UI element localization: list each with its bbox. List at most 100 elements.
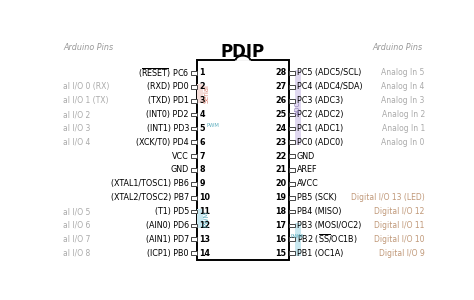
Bar <box>295 223 301 256</box>
Bar <box>197 209 203 228</box>
Text: Digital I/O 12: Digital I/O 12 <box>374 207 425 216</box>
Bar <box>289 224 295 227</box>
Text: (AIN1) PD7: (AIN1) PD7 <box>146 235 189 244</box>
Bar <box>289 154 295 158</box>
Text: (XTAL1/TOSC1) PB6: (XTAL1/TOSC1) PB6 <box>111 179 189 188</box>
Text: ADC: ADC <box>295 100 301 115</box>
Text: 2: 2 <box>200 82 205 91</box>
Text: al I/O 5: al I/O 5 <box>63 207 91 216</box>
Text: 24: 24 <box>275 124 286 133</box>
Text: Analog In 1: Analog In 1 <box>382 124 425 133</box>
Text: AVCC: AVCC <box>297 179 319 188</box>
Text: PWM: PWM <box>206 123 219 128</box>
Bar <box>289 168 295 172</box>
Bar <box>289 182 295 186</box>
Text: PC4 (ADC4/SDA): PC4 (ADC4/SDA) <box>297 82 363 91</box>
Bar <box>289 210 295 213</box>
Text: (INT0) PD2: (INT0) PD2 <box>146 110 189 119</box>
Text: GND: GND <box>171 166 189 175</box>
Bar <box>191 196 197 200</box>
Bar <box>191 224 197 227</box>
Text: (TXD) PD1: (TXD) PD1 <box>148 96 189 105</box>
Text: PB2 ($\overline{\rm SS}$/OC1B): PB2 ($\overline{\rm SS}$/OC1B) <box>297 232 358 246</box>
Text: 25: 25 <box>275 110 286 119</box>
Bar <box>191 99 197 103</box>
Text: PC1 (ADC1): PC1 (ADC1) <box>297 124 343 133</box>
Text: $(\overline{\rm RESET})$ PC6: $(\overline{\rm RESET})$ PC6 <box>137 66 189 80</box>
Text: Arduino Pins: Arduino Pins <box>373 43 423 52</box>
Bar <box>191 168 197 172</box>
Bar <box>295 70 301 145</box>
Text: 23: 23 <box>275 138 286 147</box>
Bar <box>191 210 197 213</box>
Bar <box>197 60 289 260</box>
Text: PDIP: PDIP <box>221 43 265 61</box>
Text: PC2 (ADC2): PC2 (ADC2) <box>297 110 344 119</box>
Text: Digital I/O 13 (LED): Digital I/O 13 (LED) <box>351 193 425 202</box>
Text: 1: 1 <box>200 68 205 77</box>
Text: Digital I/O 10: Digital I/O 10 <box>374 235 425 244</box>
Bar <box>191 71 197 75</box>
Text: 18: 18 <box>275 207 286 216</box>
Bar <box>289 85 295 89</box>
Text: 14: 14 <box>200 249 210 258</box>
Text: Arduino Pins: Arduino Pins <box>63 43 113 52</box>
Text: 15: 15 <box>275 249 286 258</box>
Text: PB3 (MOSI/OC2): PB3 (MOSI/OC2) <box>297 221 361 230</box>
Text: PWM: PWM <box>204 210 210 226</box>
Text: (T1) PD5: (T1) PD5 <box>155 207 189 216</box>
Text: 16: 16 <box>275 235 286 244</box>
Text: PC5 (ADC5/SCL): PC5 (ADC5/SCL) <box>297 68 361 77</box>
Text: 17: 17 <box>275 221 286 230</box>
Text: 20: 20 <box>275 179 286 188</box>
Bar <box>289 251 295 255</box>
Text: al I/O 4: al I/O 4 <box>63 138 91 147</box>
Text: (AIN0) PD6: (AIN0) PD6 <box>146 221 189 230</box>
Bar <box>289 113 295 116</box>
Text: 4: 4 <box>200 110 205 119</box>
Text: al I/O 0 (RX): al I/O 0 (RX) <box>63 82 109 91</box>
Text: 9: 9 <box>200 179 205 188</box>
Text: 19: 19 <box>275 193 286 202</box>
Text: 27: 27 <box>275 82 286 91</box>
Bar <box>191 85 197 89</box>
Text: (ICP1) PB0: (ICP1) PB0 <box>147 249 189 258</box>
Text: PC3 (ADC3): PC3 (ADC3) <box>297 96 343 105</box>
Bar <box>191 154 197 158</box>
Bar <box>289 127 295 130</box>
Text: 10: 10 <box>200 193 210 202</box>
Text: al I/O 7: al I/O 7 <box>63 235 91 244</box>
Bar <box>289 99 295 103</box>
Text: 28: 28 <box>275 68 286 77</box>
Wedge shape <box>236 56 250 60</box>
Bar <box>289 237 295 241</box>
Text: GND: GND <box>297 152 315 160</box>
Text: 22: 22 <box>275 152 286 160</box>
Text: Analog In 0: Analog In 0 <box>382 138 425 147</box>
Text: (XCK/T0) PD4: (XCK/T0) PD4 <box>137 138 189 147</box>
Text: Analog In 4: Analog In 4 <box>382 82 425 91</box>
Bar <box>197 84 203 104</box>
Text: PWM: PWM <box>291 234 303 239</box>
Text: 21: 21 <box>275 166 286 175</box>
Text: 5: 5 <box>200 124 205 133</box>
Text: al I/O 1 (TX): al I/O 1 (TX) <box>63 96 109 105</box>
Text: Digital I/O 9: Digital I/O 9 <box>379 249 425 258</box>
Bar <box>191 113 197 116</box>
Text: PB5 (SCK): PB5 (SCK) <box>297 193 337 202</box>
Text: 3: 3 <box>200 96 205 105</box>
Text: (INT1) PD3: (INT1) PD3 <box>146 124 189 133</box>
Text: 12: 12 <box>200 221 211 230</box>
Text: al I/O 8: al I/O 8 <box>63 249 90 258</box>
Text: 26: 26 <box>275 96 286 105</box>
Bar <box>191 237 197 241</box>
Text: (XTAL2/TOSC2) PB7: (XTAL2/TOSC2) PB7 <box>110 193 189 202</box>
Text: Analog In 3: Analog In 3 <box>382 96 425 105</box>
Text: Serial: Serial <box>204 84 210 103</box>
Bar <box>191 251 197 255</box>
Bar <box>191 182 197 186</box>
Text: VCC: VCC <box>172 152 189 160</box>
Bar <box>191 140 197 144</box>
Text: al I/O 3: al I/O 3 <box>63 124 91 133</box>
Text: (RXD) PD0: (RXD) PD0 <box>147 82 189 91</box>
